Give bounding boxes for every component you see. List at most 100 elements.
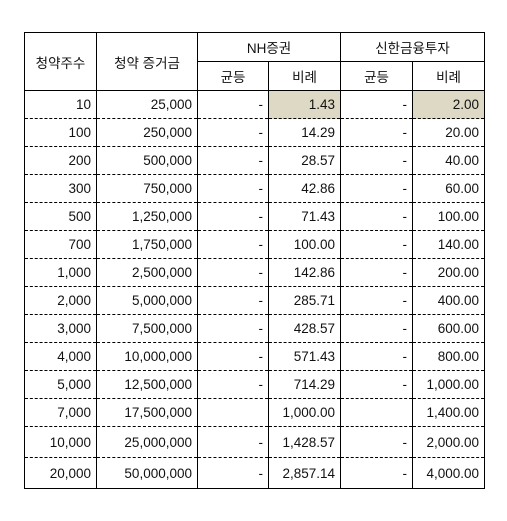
cell-shinhan-equal: - (340, 314, 413, 343)
cell-nh-equal: - (197, 258, 269, 287)
cell-shinhan-equal: - (340, 118, 413, 147)
cell-deposit: 17,500,000 (96, 398, 198, 427)
cell-nh-equal: - (197, 230, 269, 259)
cell-shinhan-equal: - (340, 90, 413, 119)
cell-shinhan-proportional: 2,000.00 (412, 426, 485, 458)
cell-shares: 1,000 (24, 258, 97, 287)
table-row: 100 250,000 - 14.29 - 20.00 (24, 118, 485, 147)
table-row: 10 25,000 - 1.43 - 2.00 (24, 90, 485, 119)
cell-shares: 100 (24, 118, 97, 147)
cell-shinhan-proportional: 140.00 (412, 230, 485, 259)
cell-shinhan-proportional: 100.00 (412, 202, 485, 231)
table-row: 300 750,000 - 42.86 - 60.00 (24, 174, 485, 203)
cell-shinhan-proportional: 600.00 (412, 314, 485, 343)
cell-nh-equal (197, 398, 269, 427)
table-row: 1,000 2,500,000 - 142.86 - 200.00 (24, 258, 485, 287)
cell-shinhan-proportional: 60.00 (412, 174, 485, 203)
cell-deposit: 2,500,000 (96, 258, 198, 287)
table-row: 500 1,250,000 - 71.43 - 100.00 (24, 202, 485, 231)
cell-shinhan-equal: - (340, 174, 413, 203)
cell-shinhan-proportional: 400.00 (412, 286, 485, 315)
cell-nh-equal: - (197, 286, 269, 315)
cell-shares: 4,000 (24, 342, 97, 371)
cell-nh-proportional: 1,428.57 (268, 426, 341, 458)
cell-deposit: 7,500,000 (96, 314, 198, 343)
cell-shinhan-proportional: 200.00 (412, 258, 485, 287)
table-row: 3,000 7,500,000 - 428.57 - 600.00 (24, 314, 485, 343)
cell-nh-proportional: 71.43 (268, 202, 341, 231)
cell-nh-proportional: 1,000.00 (268, 398, 341, 427)
cell-nh-proportional: 714.29 (268, 370, 341, 399)
cell-shares: 10,000 (24, 426, 97, 458)
cell-nh-proportional: 100.00 (268, 230, 341, 259)
cell-shinhan-equal: - (340, 342, 413, 371)
cell-shinhan-proportional: 4,000.00 (412, 457, 485, 489)
table-row: 200 500,000 - 28.57 - 40.00 (24, 146, 485, 175)
cell-shinhan-proportional: 2.00 (412, 90, 485, 119)
cell-shinhan-equal (340, 398, 413, 427)
cell-deposit: 50,000,000 (96, 457, 198, 489)
table-row: 20,000 50,000,000 - 2,857.14 - 4,000.00 (24, 457, 485, 489)
cell-nh-equal: - (197, 370, 269, 399)
header-shinhan-equal: 균등 (340, 61, 413, 91)
header-deposit: 청약 증거금 (96, 32, 198, 91)
cell-shares: 2,000 (24, 286, 97, 315)
cell-shares: 7,000 (24, 398, 97, 427)
cell-nh-equal: - (197, 118, 269, 147)
cell-nh-proportional: 571.43 (268, 342, 341, 371)
cell-nh-proportional: 42.86 (268, 174, 341, 203)
cell-shinhan-equal: - (340, 230, 413, 259)
header-shares: 청약주수 (24, 32, 97, 91)
table-row: 4,000 10,000,000 - 571.43 - 800.00 (24, 342, 485, 371)
cell-nh-equal: - (197, 426, 269, 458)
cell-shinhan-equal: - (340, 258, 413, 287)
cell-nh-equal: - (197, 146, 269, 175)
cell-deposit: 12,500,000 (96, 370, 198, 399)
cell-shinhan-equal: - (340, 457, 413, 489)
header-shinhan-proportional: 비례 (412, 61, 485, 91)
cell-deposit: 1,250,000 (96, 202, 198, 231)
header-nh-equal: 균등 (197, 61, 269, 91)
cell-shinhan-equal: - (340, 370, 413, 399)
cell-shinhan-proportional: 20.00 (412, 118, 485, 147)
cell-shares: 200 (24, 146, 97, 175)
cell-deposit: 500,000 (96, 146, 198, 175)
cell-nh-proportional: 142.86 (268, 258, 341, 287)
cell-shares: 500 (24, 202, 97, 231)
cell-shinhan-proportional: 1,000.00 (412, 370, 485, 399)
cell-shinhan-equal: - (340, 202, 413, 231)
cell-shares: 5,000 (24, 370, 97, 399)
cell-nh-equal: - (197, 314, 269, 343)
cell-deposit: 25,000 (96, 90, 198, 119)
cell-shares: 700 (24, 230, 97, 259)
cell-nh-equal: - (197, 342, 269, 371)
table-row: 5,000 12,500,000 - 714.29 - 1,000.00 (24, 370, 485, 399)
cell-deposit: 1,750,000 (96, 230, 198, 259)
cell-deposit: 5,000,000 (96, 286, 198, 315)
cell-nh-equal: - (197, 202, 269, 231)
cell-nh-proportional: 1.43 (268, 90, 341, 119)
cell-shinhan-equal: - (340, 426, 413, 458)
cell-deposit: 750,000 (96, 174, 198, 203)
cell-shares: 300 (24, 174, 97, 203)
allocation-table: 청약주수 청약 증거금 NH증권 신한금융투자 균등 비례 균등 비례 10 2… (24, 32, 485, 489)
cell-nh-proportional: 428.57 (268, 314, 341, 343)
header-nh-securities: NH증권 (197, 32, 341, 62)
cell-shares: 10 (24, 90, 97, 119)
cell-shinhan-proportional: 800.00 (412, 342, 485, 371)
cell-nh-equal: - (197, 457, 269, 489)
cell-shinhan-equal: - (340, 286, 413, 315)
cell-shares: 3,000 (24, 314, 97, 343)
cell-nh-proportional: 14.29 (268, 118, 341, 147)
table-row: 700 1,750,000 - 100.00 - 140.00 (24, 230, 485, 259)
table-row: 2,000 5,000,000 - 285.71 - 400.00 (24, 286, 485, 315)
header-shinhan-investment: 신한금융투자 (340, 32, 485, 62)
cell-shinhan-proportional: 1,400.00 (412, 398, 485, 427)
cell-deposit: 10,000,000 (96, 342, 198, 371)
cell-nh-proportional: 28.57 (268, 146, 341, 175)
table-row: 7,000 17,500,000 1,000.00 1,400.00 (24, 398, 485, 427)
cell-shinhan-equal: - (340, 146, 413, 175)
cell-shinhan-proportional: 40.00 (412, 146, 485, 175)
cell-deposit: 250,000 (96, 118, 198, 147)
cell-nh-proportional: 2,857.14 (268, 457, 341, 489)
